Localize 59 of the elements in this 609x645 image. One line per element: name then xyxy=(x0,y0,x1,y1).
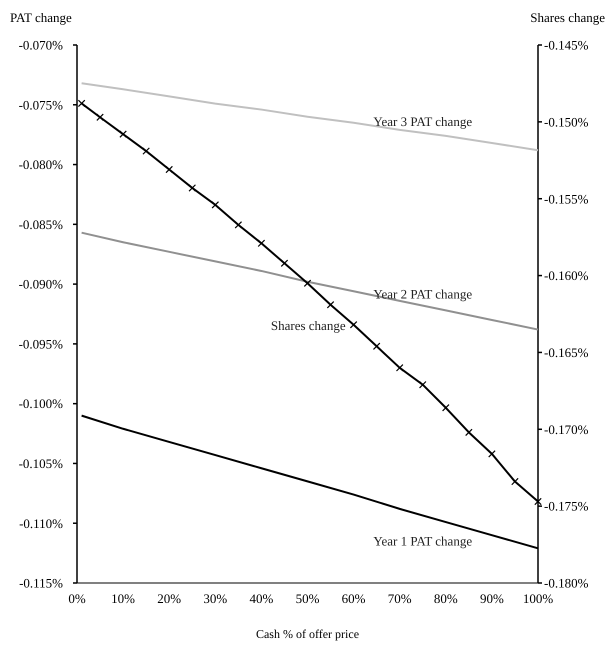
point xyxy=(396,364,404,372)
line-series xyxy=(80,82,539,152)
y-tick-label: -0.115% xyxy=(19,576,64,591)
y2-tick-label: -0.170% xyxy=(544,422,589,437)
x-axis-title: Cash % of offer price xyxy=(256,627,360,641)
x-tick-label: 100% xyxy=(522,591,554,606)
point xyxy=(534,498,542,506)
y-tick-label: -0.100% xyxy=(18,396,64,412)
x-tick-label: 60% xyxy=(342,591,366,606)
x-tick-label: 20% xyxy=(157,591,182,606)
point xyxy=(142,147,150,155)
y-tick-label: -0.075% xyxy=(18,97,64,112)
point xyxy=(188,184,196,192)
x-tick-label: 80% xyxy=(434,591,458,606)
series-label: Year 2 PAT change xyxy=(373,286,472,302)
x-tick-label: 50% xyxy=(296,591,320,606)
y-tick-label: -0.110% xyxy=(19,516,64,531)
point xyxy=(165,166,173,174)
y-tick-label: -0.080% xyxy=(18,157,64,172)
series-label: Year 3 PAT change xyxy=(373,114,472,129)
point xyxy=(280,259,288,268)
y2-axis-title: Shares change xyxy=(530,10,606,25)
y2-tick-label: -0.145% xyxy=(544,38,589,53)
y2-tick-label: -0.165% xyxy=(544,344,589,360)
point xyxy=(304,279,312,288)
x-tick-label: 0% xyxy=(68,591,86,606)
series-label: Shares change xyxy=(270,318,346,333)
point xyxy=(372,342,380,350)
point xyxy=(258,239,266,248)
point xyxy=(78,100,86,108)
point xyxy=(326,300,334,309)
x-tick-label: 40% xyxy=(249,591,274,606)
y-tick-label: -0.090% xyxy=(18,276,64,292)
point xyxy=(96,113,104,122)
x-tick-label: 90% xyxy=(480,591,504,606)
y2-tick-label: -0.160% xyxy=(544,268,589,284)
point xyxy=(212,201,220,209)
y2-tick-label: -0.175% xyxy=(544,498,589,514)
point xyxy=(465,428,473,436)
point xyxy=(442,404,450,412)
point xyxy=(418,380,427,389)
y-tick-label: -0.085% xyxy=(18,216,64,232)
y2-tick-label: -0.150% xyxy=(544,114,589,130)
x-tick-label: 30% xyxy=(203,591,228,606)
x-tick-label: 10% xyxy=(111,591,136,606)
y-axis-title: PAT change xyxy=(10,10,72,25)
line-series xyxy=(80,232,539,331)
series-label: Year 1 PAT change xyxy=(373,533,472,548)
point xyxy=(119,130,127,138)
y-tick-label: -0.095% xyxy=(18,336,64,352)
point xyxy=(488,450,496,458)
point xyxy=(511,478,519,486)
point xyxy=(234,221,242,229)
y-tick-label: -0.070% xyxy=(18,38,64,53)
y-tick-label: -0.105% xyxy=(18,456,64,471)
y2-tick-label: -0.180% xyxy=(544,576,589,591)
y2-tick-label: -0.155% xyxy=(544,191,589,206)
point xyxy=(350,320,358,329)
x-tick-label: 70% xyxy=(388,591,412,606)
